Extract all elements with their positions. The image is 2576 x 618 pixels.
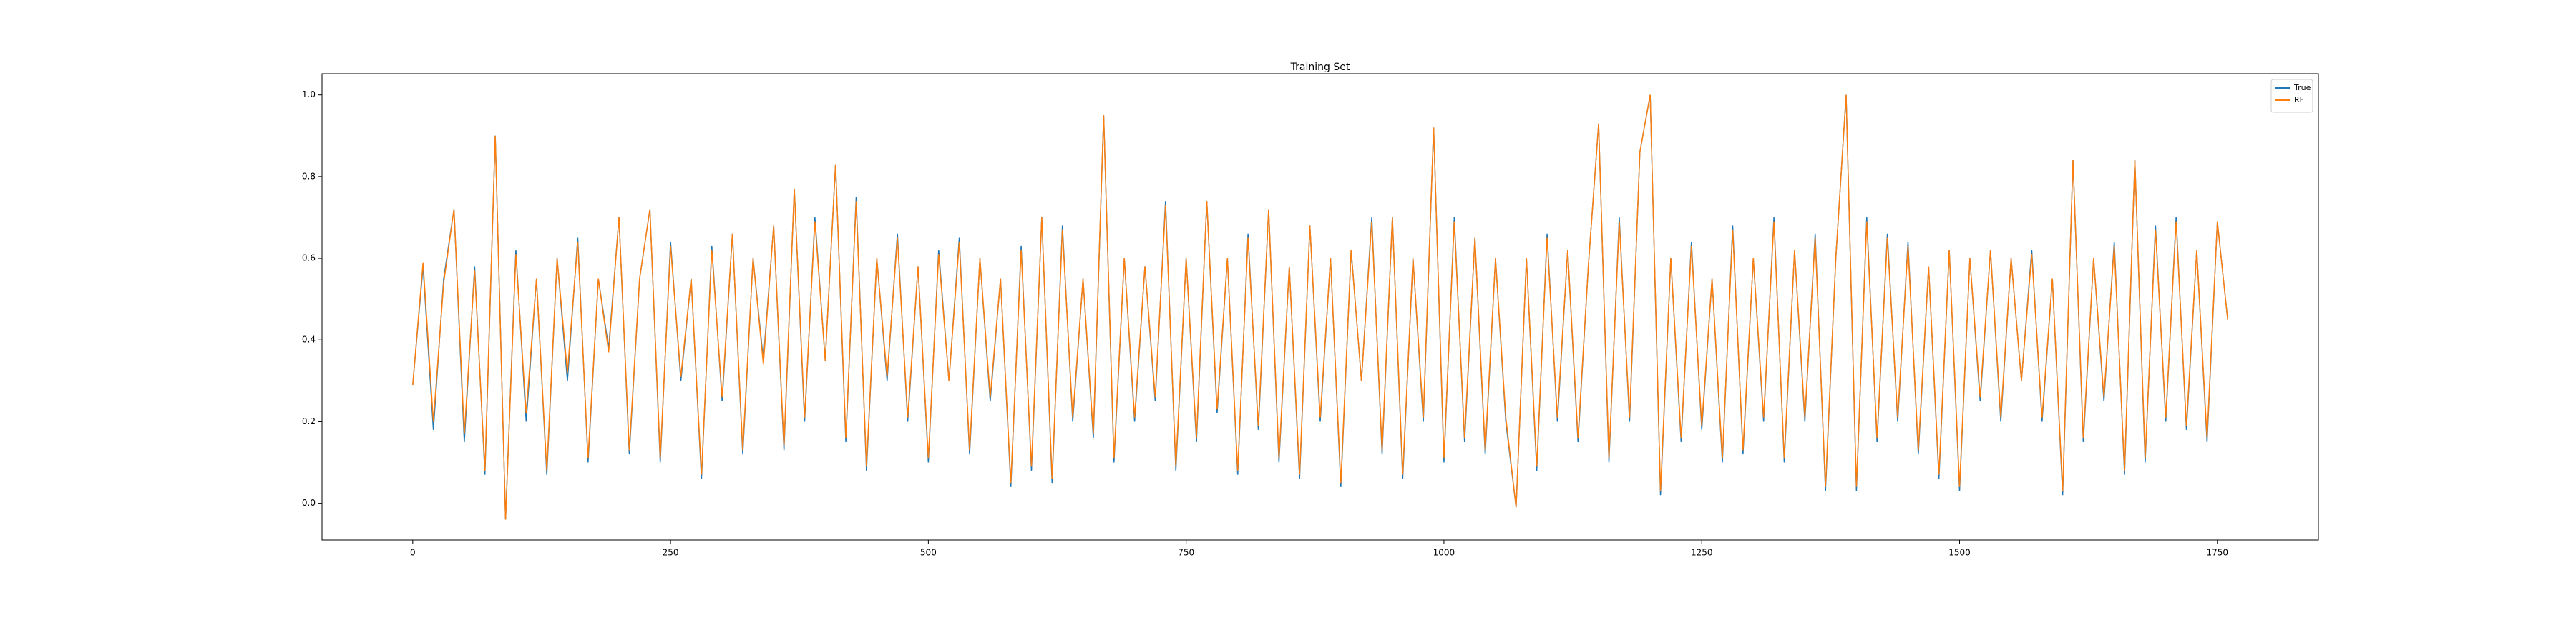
x-tick-label: 500 (920, 548, 937, 558)
y-tick-label: 1.0 (302, 89, 316, 99)
y-tick-label: 0.0 (302, 498, 316, 508)
x-tick-label: 0 (410, 548, 416, 558)
x-tick-label: 1250 (1691, 548, 1713, 558)
y-tick-label: 0.4 (302, 335, 316, 345)
y-tick-label: 0.8 (302, 171, 316, 181)
x-tick-label: 1000 (1433, 548, 1455, 558)
data-line (412, 94, 2228, 520)
axes-frame (321, 73, 2319, 541)
legend-label: True (2293, 83, 2311, 92)
x-tick-label: 1750 (2206, 548, 2228, 558)
x-tick-label: 250 (663, 548, 679, 558)
y-tick-label: 0.2 (302, 416, 316, 426)
legend-label: RF (2294, 95, 2304, 104)
x-tick-label: 1500 (1948, 548, 1971, 558)
chart-title: Training Set (1290, 62, 1350, 73)
y-tick-label: 0.6 (302, 253, 316, 263)
x-tick-label: 750 (1178, 548, 1194, 558)
